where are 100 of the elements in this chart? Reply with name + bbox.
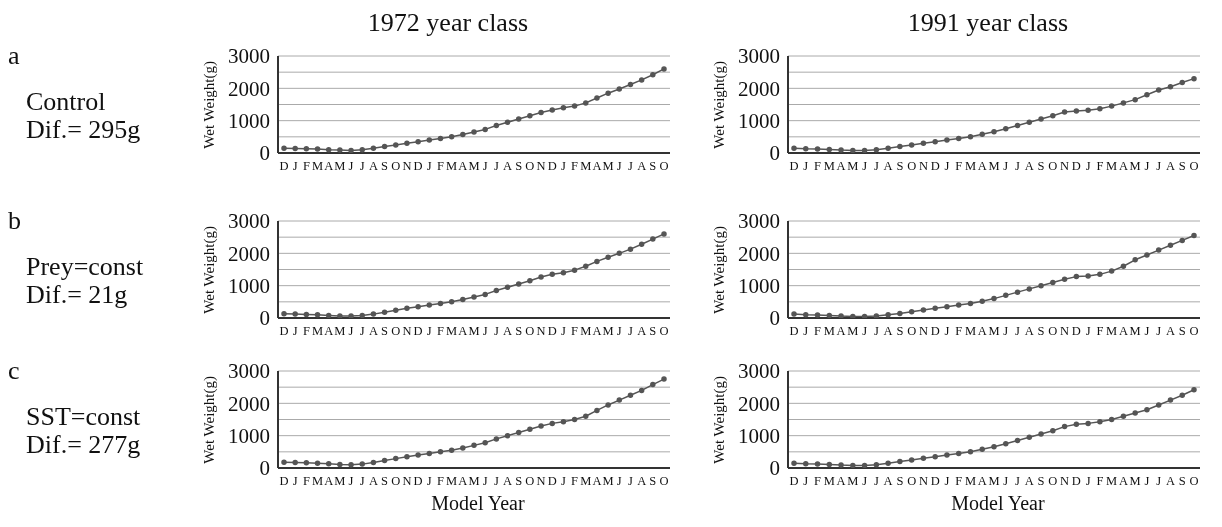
x-tick-label: D (547, 158, 557, 173)
y-tick-label: 0 (769, 306, 780, 331)
x-tick-label: A (637, 473, 647, 488)
x-tick-label: M (311, 473, 324, 488)
x-tick-label: M (334, 158, 346, 173)
x-tick-label: O (525, 323, 535, 338)
x-tick-label: J (426, 158, 432, 173)
x-tick-label: J (1085, 158, 1091, 173)
x-tick-label: J (560, 158, 566, 173)
x-tick-label: A (503, 473, 513, 488)
x-tick-label: J (426, 473, 432, 488)
x-tick-label: J (493, 473, 499, 488)
x-tick-label: J (348, 473, 354, 488)
x-tick-label: J (348, 158, 354, 173)
x-tick-label: M (334, 473, 346, 488)
x-tick-label: M (602, 158, 614, 173)
x-tick-label: A (368, 323, 378, 338)
x-tick-label: J (1085, 473, 1091, 488)
x-tick-label: J (292, 473, 298, 488)
y-tick-label: 3000 (738, 359, 780, 384)
y-axis-title: Wet Weight(g) (200, 225, 218, 314)
x-tick-label: D (279, 473, 289, 488)
y-tick-label: 2000 (738, 76, 780, 101)
x-tick-label: A (458, 473, 468, 488)
x-tick-label: O (907, 323, 917, 338)
x-tick-label: M (847, 158, 859, 173)
x-tick-label: O (1048, 473, 1058, 488)
x-tick-label: S (515, 473, 523, 488)
x-tick-label: S (381, 158, 389, 173)
y-axis-title: Wet Weight(g) (710, 225, 728, 314)
x-tick-label: J (292, 158, 298, 173)
x-tick-label: F (571, 323, 579, 338)
x-tick-label: A (836, 473, 846, 488)
x-tick-label: A (458, 158, 468, 173)
x-tick-label: M (446, 323, 458, 338)
x-tick-label: M (580, 473, 592, 488)
x-tick-label: A (977, 158, 987, 173)
x-tick-label: O (1048, 158, 1058, 173)
x-tick-label: D (547, 323, 557, 338)
x-tick-label: A (1165, 473, 1175, 488)
x-tick-label: J (862, 323, 868, 338)
x-tick-label: M (988, 473, 1000, 488)
x-tick-label: M (988, 158, 1000, 173)
x-tick-label: J (873, 158, 879, 173)
x-tick-label: J (493, 323, 499, 338)
y-axis-title: Wet Weight(g) (200, 60, 218, 149)
x-tick-label: S (649, 158, 657, 173)
x-tick-label: S (1178, 158, 1186, 173)
x-tick-label: S (649, 473, 657, 488)
x-tick-label: O (659, 158, 669, 173)
x-tick-label: F (571, 158, 579, 173)
x-tick-label: A (368, 473, 378, 488)
y-tick-label: 1000 (738, 424, 780, 449)
x-tick-label: F (436, 323, 444, 338)
y-tick-label: 2000 (738, 391, 780, 416)
x-tick-label: J (944, 158, 950, 173)
x-tick-label: J (1156, 473, 1162, 488)
x-tick-label: O (907, 158, 917, 173)
x-tick-label: M (823, 323, 835, 338)
x-tick-label: J (803, 158, 809, 173)
x-tick-label: M (964, 323, 977, 338)
text: Dif.= 277g (26, 430, 142, 459)
x-tick-label: N (918, 473, 928, 488)
x-tick-label: M (468, 323, 480, 338)
x-tick-label: A (458, 323, 468, 338)
x-tick-label: F (436, 158, 444, 173)
y-tick-label: 1000 (228, 424, 270, 449)
x-tick-label: M (823, 158, 835, 173)
x-tick-label: M (1129, 323, 1141, 338)
x-tick-label: S (1178, 473, 1186, 488)
x-tick-label: A (637, 158, 647, 173)
x-tick-label: A (324, 158, 334, 173)
x-tick-label: S (1037, 158, 1045, 173)
x-tick-label: D (279, 158, 289, 173)
x-tick-label: J (1144, 323, 1150, 338)
x-tick-label: J (944, 473, 950, 488)
x-tick-label: F (814, 323, 822, 338)
y-tick-label: 1000 (738, 274, 780, 299)
x-tick-label: S (1178, 323, 1186, 338)
x-tick-label: J (1085, 323, 1091, 338)
x-tick-label: D (413, 323, 423, 338)
x-tick-label: D (1071, 323, 1081, 338)
x-tick-label: F (1096, 323, 1104, 338)
x-tick-label: S (381, 473, 389, 488)
x-tick-label: O (1189, 323, 1199, 338)
x-tick-label: M (580, 323, 592, 338)
x-tick-label: A (503, 323, 513, 338)
x-tick-label: A (883, 473, 893, 488)
x-tick-label: S (1037, 323, 1045, 338)
x-tick-label: A (977, 323, 987, 338)
x-tick-label: J (482, 323, 488, 338)
y-tick-label: 0 (769, 456, 780, 481)
x-tick-label: J (616, 323, 622, 338)
x-tick-label: J (862, 158, 868, 173)
x-tick-label: J (482, 158, 488, 173)
text: Dif.= 295g (26, 115, 142, 144)
x-tick-label: N (1060, 323, 1070, 338)
y-tick-label: 3000 (228, 44, 270, 69)
x-tick-label: J (873, 323, 879, 338)
chart-title: 1972 year class (366, 8, 530, 39)
